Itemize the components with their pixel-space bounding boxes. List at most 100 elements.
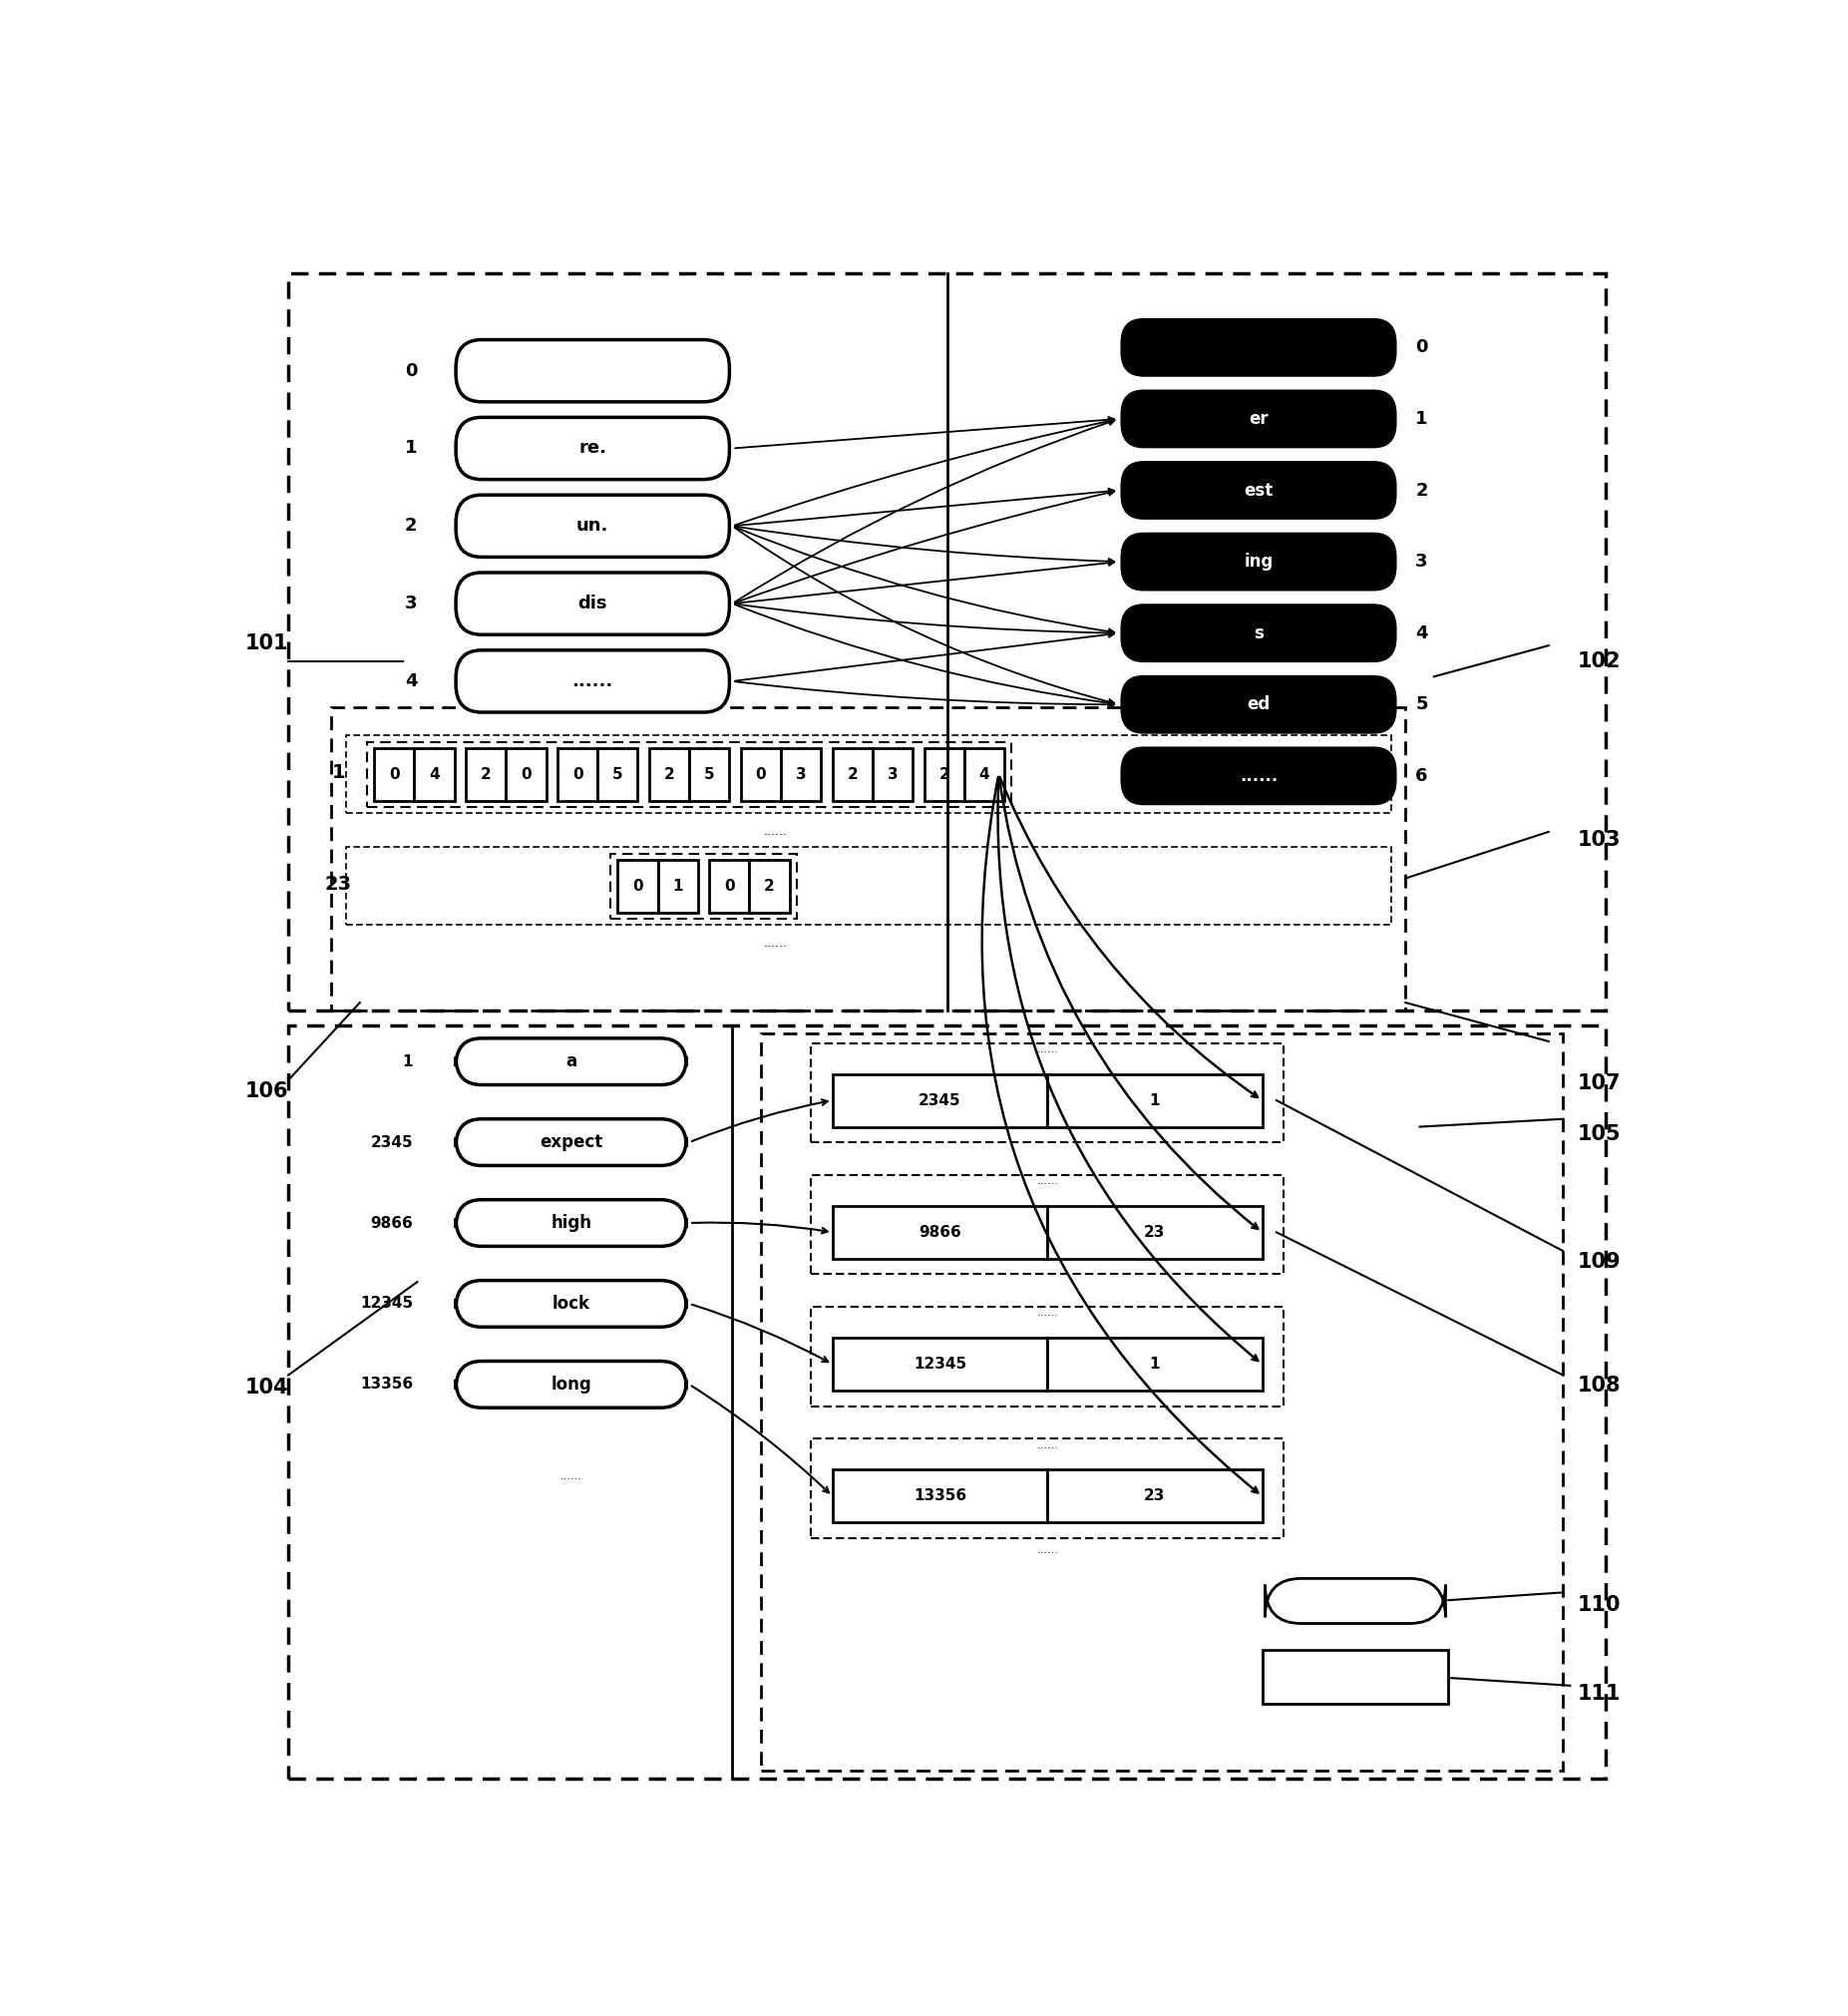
Text: lock: lock xyxy=(553,1294,590,1312)
Text: 0: 0 xyxy=(405,361,418,379)
Text: ......: ...... xyxy=(560,1191,582,1202)
Bar xyxy=(710,859,750,913)
Text: 1: 1 xyxy=(405,439,418,458)
Bar xyxy=(832,1339,1048,1391)
Text: 3: 3 xyxy=(887,766,898,782)
Text: 111: 111 xyxy=(1578,1683,1621,1704)
Text: ed: ed xyxy=(1247,696,1270,714)
Bar xyxy=(924,748,965,800)
Text: 1: 1 xyxy=(673,879,684,893)
Text: 0: 0 xyxy=(756,766,767,782)
Bar xyxy=(965,748,1005,800)
Text: 109: 109 xyxy=(1578,1252,1621,1272)
Text: re.: re. xyxy=(578,439,606,458)
Text: 105: 105 xyxy=(1578,1125,1621,1145)
Text: ......: ...... xyxy=(763,825,787,839)
Text: ......: ...... xyxy=(560,1353,582,1363)
Text: 103: 103 xyxy=(1578,831,1621,849)
Text: 13356: 13356 xyxy=(913,1488,967,1504)
Text: 3: 3 xyxy=(1416,552,1429,571)
Bar xyxy=(811,1175,1284,1274)
Bar xyxy=(811,1439,1284,1538)
Bar xyxy=(1048,1470,1262,1522)
Bar xyxy=(761,1034,1563,1770)
Text: 3: 3 xyxy=(405,595,418,613)
FancyBboxPatch shape xyxy=(456,1361,686,1407)
FancyBboxPatch shape xyxy=(456,1119,686,1165)
Bar xyxy=(782,748,821,800)
Text: 5: 5 xyxy=(1416,696,1429,714)
Text: 2: 2 xyxy=(939,766,950,782)
FancyBboxPatch shape xyxy=(1122,462,1395,518)
Text: 5: 5 xyxy=(612,766,623,782)
FancyBboxPatch shape xyxy=(456,417,730,480)
Text: ......: ...... xyxy=(1037,1044,1059,1054)
Bar xyxy=(373,748,414,800)
Text: 13356: 13356 xyxy=(360,1377,412,1391)
FancyBboxPatch shape xyxy=(1122,534,1395,589)
Text: 107: 107 xyxy=(1578,1073,1621,1093)
Text: 1: 1 xyxy=(1149,1357,1161,1371)
Bar xyxy=(811,1306,1284,1407)
Text: est: est xyxy=(1244,482,1273,500)
FancyBboxPatch shape xyxy=(456,1038,686,1085)
Bar xyxy=(750,859,789,913)
Text: 2: 2 xyxy=(663,766,675,782)
FancyBboxPatch shape xyxy=(456,496,730,556)
Bar xyxy=(331,708,1406,1010)
Text: dis: dis xyxy=(578,595,608,613)
Text: 2345: 2345 xyxy=(370,1135,412,1149)
Text: 2: 2 xyxy=(1416,482,1429,500)
Text: 23: 23 xyxy=(325,875,351,893)
Text: ......: ...... xyxy=(1037,1439,1059,1450)
Text: 2: 2 xyxy=(405,516,418,534)
Bar xyxy=(506,748,547,800)
Bar xyxy=(617,859,658,913)
Text: 12345: 12345 xyxy=(360,1296,412,1310)
FancyBboxPatch shape xyxy=(456,1200,686,1246)
Text: ......: ...... xyxy=(1037,1175,1059,1185)
Bar xyxy=(610,853,796,919)
Text: ......: ...... xyxy=(1240,766,1277,784)
FancyBboxPatch shape xyxy=(456,651,730,712)
Bar xyxy=(832,1206,1048,1258)
Text: 9866: 9866 xyxy=(370,1216,412,1230)
FancyBboxPatch shape xyxy=(456,573,730,635)
Text: 23: 23 xyxy=(1144,1226,1166,1240)
Text: 12345: 12345 xyxy=(913,1357,967,1371)
Text: 1: 1 xyxy=(1149,1093,1161,1109)
Text: 0: 0 xyxy=(521,766,532,782)
Bar xyxy=(649,748,689,800)
FancyBboxPatch shape xyxy=(1122,748,1395,804)
FancyBboxPatch shape xyxy=(456,341,730,401)
Text: 0: 0 xyxy=(724,879,736,893)
Bar xyxy=(597,748,638,800)
Text: 0: 0 xyxy=(388,766,399,782)
Text: ......: ...... xyxy=(1037,1308,1059,1318)
Bar xyxy=(288,272,1606,1010)
Bar xyxy=(466,748,506,800)
Text: 106: 106 xyxy=(246,1081,288,1101)
Bar xyxy=(689,748,730,800)
Text: un.: un. xyxy=(577,516,608,534)
Text: er: er xyxy=(1249,409,1268,427)
Bar xyxy=(346,736,1392,812)
Text: ......: ...... xyxy=(1037,1546,1059,1556)
Text: 5: 5 xyxy=(704,766,715,782)
Text: s: s xyxy=(1253,625,1264,641)
Text: high: high xyxy=(551,1214,591,1232)
Bar xyxy=(741,748,782,800)
FancyBboxPatch shape xyxy=(1122,605,1395,661)
Bar xyxy=(832,1075,1048,1127)
Text: 108: 108 xyxy=(1578,1377,1621,1395)
Text: 0: 0 xyxy=(1416,339,1429,357)
Text: 23: 23 xyxy=(1144,1488,1166,1504)
Text: ing: ing xyxy=(1244,552,1273,571)
Bar xyxy=(832,748,872,800)
Text: 9866: 9866 xyxy=(918,1226,961,1240)
Text: 4: 4 xyxy=(405,671,418,689)
Text: 4: 4 xyxy=(1416,625,1429,641)
Text: 6: 6 xyxy=(1416,766,1429,784)
Bar xyxy=(1048,1339,1262,1391)
Bar xyxy=(872,748,913,800)
